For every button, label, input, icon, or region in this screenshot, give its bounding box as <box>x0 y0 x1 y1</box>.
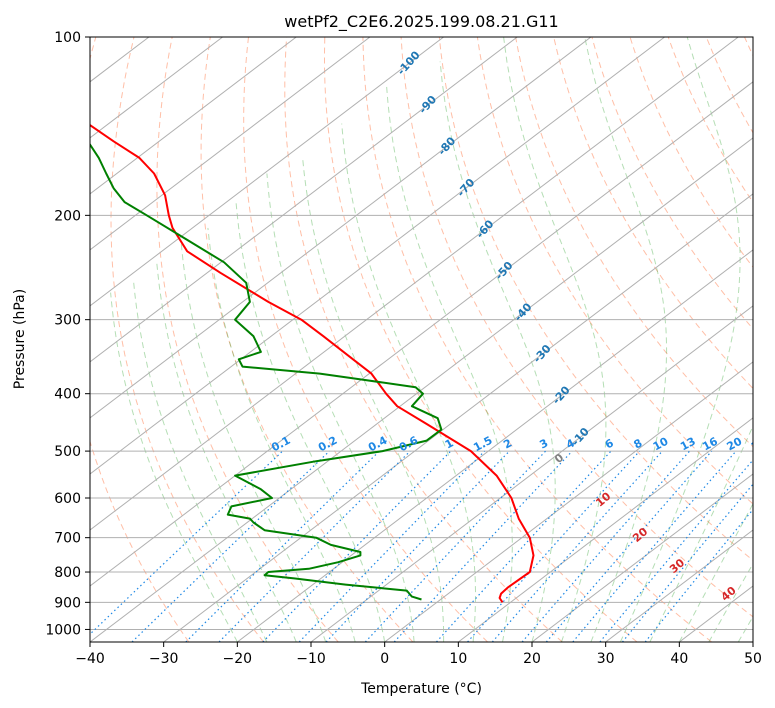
plot-frame <box>89 36 754 643</box>
mixing-ratio-label: 10 <box>651 435 671 454</box>
mixing-ratio-label: 16 <box>700 435 720 454</box>
mixing-ratio-line <box>545 450 713 642</box>
isotherm-line <box>90 81 753 587</box>
dry-adiabat-line <box>591 37 753 330</box>
y-axis-title: Pressure (hPa) <box>12 289 28 389</box>
isotherm-line <box>90 37 518 363</box>
dewpoint-trace <box>90 142 443 601</box>
moist-adiabat-line <box>503 37 607 642</box>
isotherm-line <box>384 361 753 642</box>
y-tick-label: 500 <box>54 444 81 460</box>
moist-adiabat-line <box>235 202 386 642</box>
mixing-ratio-line <box>325 450 510 642</box>
dry-adiabat-line <box>400 37 753 618</box>
moist-adiabat-line <box>649 424 753 642</box>
dry-adiabat-line <box>362 37 713 642</box>
dry-adiabat-line <box>156 37 339 642</box>
y-tick-label: 900 <box>54 595 81 611</box>
isobar-gridlines <box>90 214 753 630</box>
dry-adiabat-line <box>200 37 414 642</box>
mixing-ratio-label: 20 <box>725 435 745 454</box>
plot-area <box>90 37 753 642</box>
sounding-traces <box>90 123 535 603</box>
dry-adiabat-line <box>667 37 753 204</box>
y-tick-label: 700 <box>54 531 81 547</box>
isotherm-line <box>752 641 753 642</box>
isotherm-line <box>237 249 753 642</box>
mixing-ratio-line <box>572 450 737 642</box>
isotherm-line <box>163 193 753 642</box>
moist-adiabat-line <box>439 61 556 642</box>
moist-adiabat-line <box>341 123 476 642</box>
isotherm-line <box>0 37 2 642</box>
x-tick-label: −20 <box>223 651 253 667</box>
mixing-ratio-lines <box>90 450 753 642</box>
mixing-ratio-line <box>185 450 380 642</box>
mixing-ratio-line <box>131 450 330 642</box>
dry-adiabat-line <box>324 37 638 642</box>
x-tick-label: 0 <box>380 651 389 667</box>
y-tick-label: 1000 <box>45 622 81 638</box>
mixing-ratio-line <box>521 450 691 642</box>
mixing-ratio-label: 13 <box>678 435 698 454</box>
isotherm-line <box>90 37 665 475</box>
isotherm-line <box>90 37 297 195</box>
x-tick-label: 40 <box>670 651 688 667</box>
x-axis-title: Temperature (°C) <box>360 681 482 697</box>
dry-adiabat-line <box>438 37 753 562</box>
moist-adiabat-line <box>584 37 668 642</box>
y-axis: 100 200 300 400 500 600 700 800 900 1000 <box>45 30 90 638</box>
y-tick-label: 200 <box>54 208 81 224</box>
dry-adiabat-line <box>515 37 753 448</box>
x-tick-label: 10 <box>449 651 467 667</box>
mixing-ratio-line <box>621 483 753 642</box>
y-tick-label: 400 <box>54 387 81 403</box>
moist-adiabat-line <box>156 262 297 642</box>
x-tick-label: 20 <box>523 651 541 667</box>
isotherm-line <box>458 417 753 642</box>
dry-adiabat-line <box>243 37 488 642</box>
dry-adiabat-line <box>110 37 264 642</box>
mixing-ratio-line <box>298 450 486 642</box>
isotherm-line <box>531 473 753 642</box>
chart-title: wetPf2_C2E6.2025.199.08.21.G11 <box>284 12 558 32</box>
isotherm-line <box>90 37 371 251</box>
mixing-ratio-line <box>364 450 547 642</box>
y-tick-label: 100 <box>54 30 81 46</box>
isotherm-line <box>90 37 444 307</box>
isotherm-line <box>90 37 739 531</box>
x-axis: −40 −30 −20 −10 0 10 20 30 40 50 <box>75 642 762 667</box>
isotherm-gridlines <box>0 37 753 642</box>
moist-adiabat-line <box>180 239 327 642</box>
x-tick-label: 50 <box>744 651 762 667</box>
mixing-ratio-line <box>644 508 753 642</box>
dry-adiabat-line <box>476 37 753 505</box>
mixing-ratio-line <box>393 450 573 642</box>
y-tick-label: 300 <box>54 313 81 329</box>
x-tick-label: −40 <box>75 651 105 667</box>
mixing-ratio-label: 30 <box>770 435 775 454</box>
isotherm-line <box>310 305 753 642</box>
isotherm-line <box>90 37 592 419</box>
x-tick-label: −30 <box>149 651 179 667</box>
mixing-ratio-label: 25 <box>749 435 769 454</box>
dry-adiabat-line <box>284 37 563 642</box>
mixing-ratio-line <box>599 459 753 642</box>
mixing-ratio-line <box>491 450 663 642</box>
temperature-trace <box>90 123 535 603</box>
y-tick-label: 800 <box>54 565 81 581</box>
y-tick-label: 600 <box>54 491 81 507</box>
moist-adiabat-line <box>266 173 415 642</box>
x-tick-label: −10 <box>296 651 326 667</box>
isotherm-line <box>605 529 753 642</box>
moist-adiabat-line <box>302 157 445 642</box>
moist-adiabat-line <box>619 37 741 642</box>
moist-adiabat-line <box>207 227 356 642</box>
x-tick-label: 30 <box>597 651 615 667</box>
